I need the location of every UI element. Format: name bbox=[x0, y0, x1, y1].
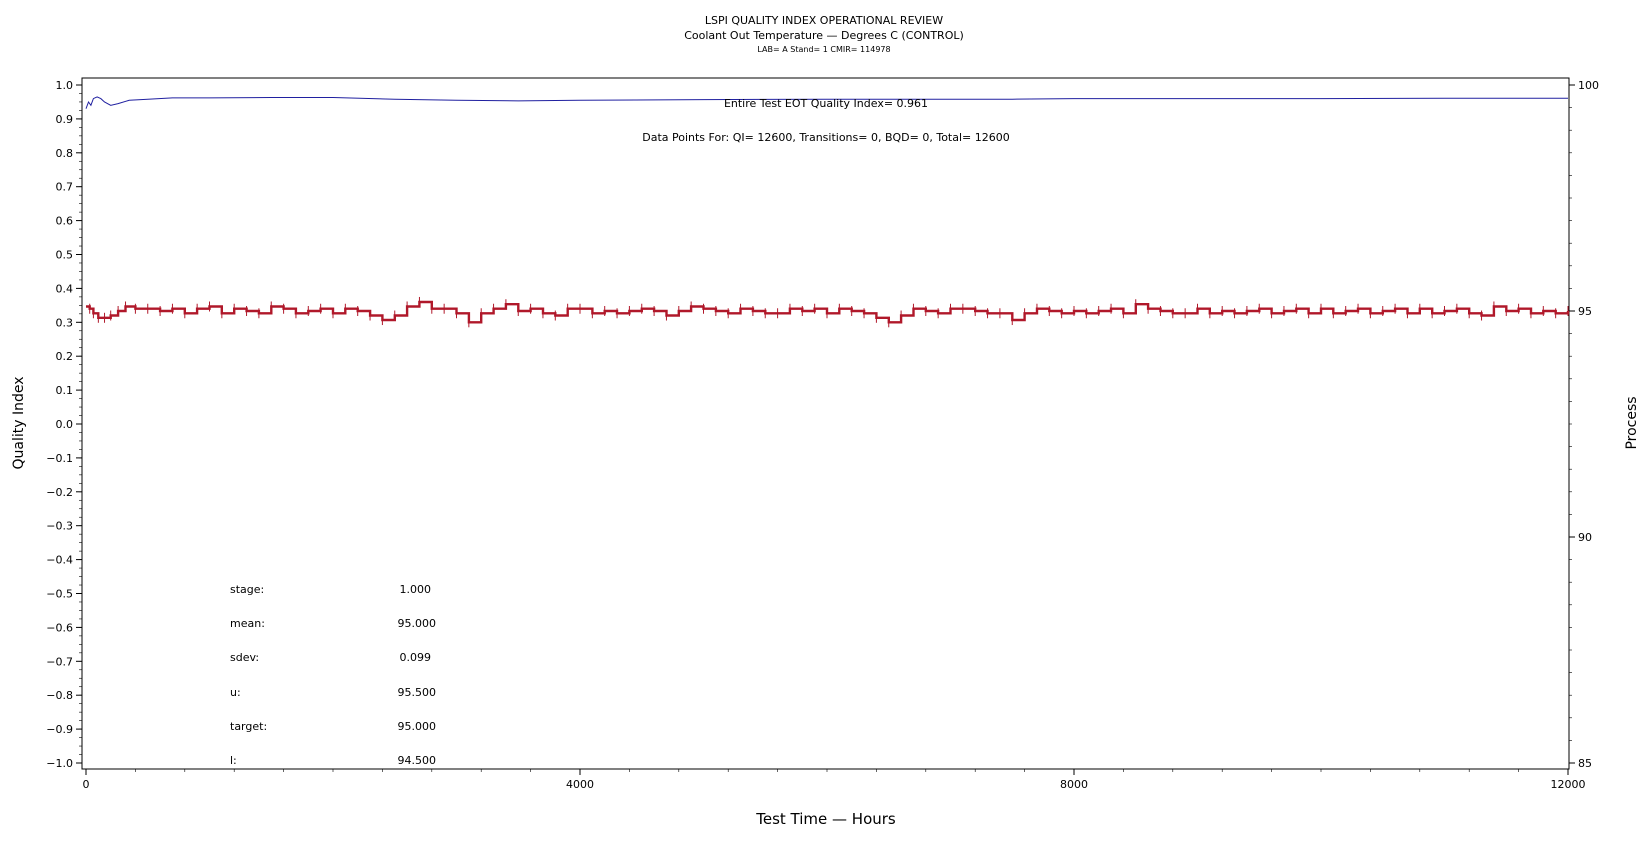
stat-value: 94.500 bbox=[398, 754, 437, 767]
quality-index-series-line bbox=[85, 96, 1568, 109]
y-tick-label: 0.3 bbox=[56, 316, 74, 329]
chart-subtitle: Coolant Out Temperature — Degrees C (CON… bbox=[684, 29, 964, 42]
chart-info: LAB= A Stand= 1 CMIR= 114978 bbox=[757, 45, 891, 54]
y-tick-label: −0.9 bbox=[46, 723, 73, 736]
y-axis-label: Quality Index bbox=[11, 376, 27, 469]
y2-axis-label: Process bbox=[1624, 396, 1640, 449]
x-tick-label: 8000 bbox=[1060, 778, 1088, 791]
y-tick-label: −1.0 bbox=[46, 757, 73, 770]
stat-label: stage: bbox=[230, 583, 264, 596]
y-tick-label: 0.2 bbox=[56, 350, 74, 363]
y-tick-label: 0.5 bbox=[56, 249, 74, 262]
y-tick-label: −0.6 bbox=[46, 621, 73, 634]
y-tick-label: −0.3 bbox=[46, 520, 73, 533]
y-tick-label: 0.9 bbox=[56, 113, 74, 126]
x-axis-label: Test Time — Hours bbox=[755, 810, 896, 828]
y-tick-label: 0.8 bbox=[56, 147, 74, 160]
y-tick-label: −0.2 bbox=[46, 486, 73, 499]
stat-label: mean: bbox=[230, 617, 265, 630]
stat-label: u: bbox=[230, 686, 241, 699]
y2-tick-label: 95 bbox=[1578, 305, 1592, 318]
stat-value: 95.500 bbox=[398, 686, 437, 699]
right-axis: 100 95 90 85 bbox=[1569, 79, 1599, 770]
series-layer bbox=[85, 96, 1570, 328]
stat-value: 0.099 bbox=[400, 651, 432, 664]
y-tick-label: −0.8 bbox=[46, 689, 73, 702]
stat-value: 95.000 bbox=[398, 720, 437, 733]
y-tick-label: −0.4 bbox=[46, 554, 73, 567]
y-tick-label: −0.5 bbox=[46, 588, 73, 601]
y-tick-label: 0.1 bbox=[56, 384, 74, 397]
x-tick-label: 0 bbox=[83, 778, 90, 791]
y-tick-label: −0.7 bbox=[46, 655, 73, 668]
chart-title: LSPI QUALITY INDEX OPERATIONAL REVIEW bbox=[704, 14, 944, 27]
annotation-data-points: Data Points For: QI= 12600, Transitions=… bbox=[642, 131, 1010, 144]
y-tick-label: 1.0 bbox=[56, 79, 74, 92]
stat-label: sdev: bbox=[230, 651, 259, 664]
x-tick-label: 12000 bbox=[1551, 778, 1586, 791]
y-tick-label: 0.4 bbox=[56, 282, 74, 295]
y-tick-label: 0.7 bbox=[56, 181, 74, 194]
y-tick-label: 0.6 bbox=[56, 215, 74, 228]
y-tick-label: −0.1 bbox=[46, 452, 73, 465]
y2-tick-label: 100 bbox=[1578, 79, 1599, 92]
y2-tick-label: 90 bbox=[1578, 531, 1592, 544]
stat-value: 95.000 bbox=[398, 617, 437, 630]
left-axis: 1.0 0.9 0.8 0.7 0.6 0.5 0.4 0.3 0.2 0.1 0.0 −0.1 −0.… bbox=[46, 79, 82, 770]
bottom-axis: 0 4000 8000 12000 bbox=[83, 769, 1586, 791]
annotation-quality-index: Entire Test EOT Quality Index= 0.961 bbox=[724, 97, 928, 110]
stat-value: 1.000 bbox=[400, 583, 432, 596]
stat-label: l: bbox=[230, 754, 237, 767]
y-tick-label: 0.0 bbox=[56, 418, 74, 431]
x-tick-label: 4000 bbox=[566, 778, 594, 791]
plot-frame bbox=[81, 77, 1570, 770]
y2-tick-label: 85 bbox=[1578, 757, 1592, 770]
stat-label: target: bbox=[230, 720, 267, 733]
stats-block: stage: 1.000 mean: 95.000 sdev: 0.099 u:… bbox=[230, 583, 436, 767]
